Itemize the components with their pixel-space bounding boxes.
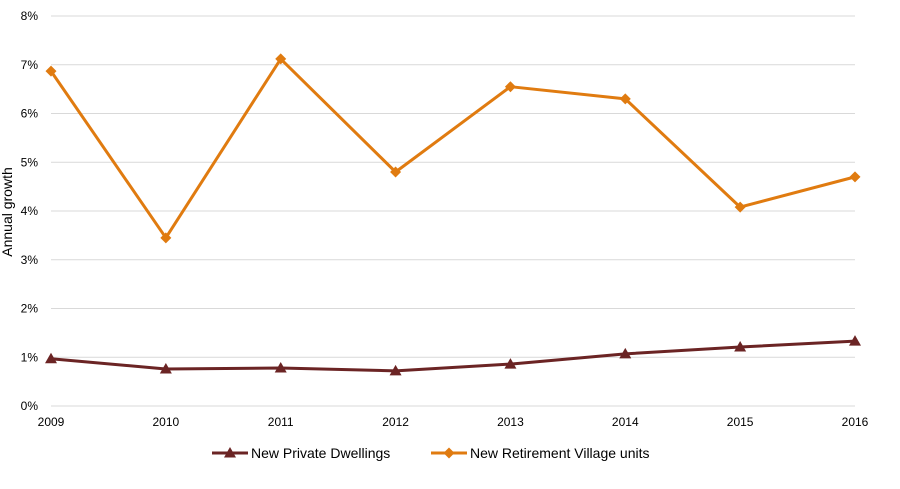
data-point	[159, 362, 172, 374]
legend-item: New Retirement Village units	[431, 445, 650, 461]
data-point	[274, 361, 287, 373]
data-point	[504, 81, 516, 93]
y-tick-label: 7%	[21, 58, 39, 72]
data-point	[389, 364, 402, 376]
legend-marker	[224, 447, 236, 458]
x-tick-label: 2012	[382, 415, 409, 429]
data-point	[275, 53, 287, 65]
data-point	[619, 347, 632, 359]
grid	[51, 15, 855, 407]
x-tick-label: 2009	[38, 415, 65, 429]
y-tick-label: 3%	[21, 253, 39, 267]
x-tick-label: 2011	[268, 415, 294, 429]
data-point	[160, 232, 172, 244]
x-tick-label: 2013	[497, 415, 524, 429]
legend-marker	[443, 447, 455, 459]
data-point	[734, 341, 747, 352]
series-layer	[45, 53, 861, 376]
x-axis-ticks: 2009 2010 2011 2012 2013 2014 2015 2016	[38, 415, 869, 429]
y-tick-label: 5%	[21, 155, 39, 169]
y-axis-title: Annual growth	[0, 167, 15, 257]
y-tick-label: 0%	[21, 399, 39, 413]
x-tick-label: 2010	[153, 415, 180, 429]
legend-label: New Private Dwellings	[251, 445, 390, 461]
y-tick-label: 4%	[21, 204, 39, 218]
y-axis-ticks: 0% 1% 2% 3% 4% 5% 6% 7% 8%	[21, 9, 39, 413]
x-tick-label: 2014	[612, 415, 639, 429]
data-point	[734, 201, 746, 213]
data-point	[390, 166, 402, 178]
legend-label: New Retirement Village units	[470, 445, 650, 461]
data-point	[45, 65, 57, 77]
data-point	[849, 171, 861, 183]
data-point	[619, 93, 631, 105]
series-1	[45, 335, 861, 376]
y-tick-label: 2%	[21, 302, 39, 316]
y-tick-label: 6%	[21, 107, 39, 121]
y-tick-label: 1%	[21, 350, 39, 364]
series-2	[45, 53, 861, 244]
legend: New Private Dwellings New Retirement Vill…	[212, 445, 650, 461]
series-line	[49, 57, 856, 240]
series-line	[50, 339, 856, 373]
x-tick-label: 2015	[727, 415, 754, 429]
x-tick-label: 2016	[842, 415, 869, 429]
data-point	[504, 358, 517, 369]
data-point	[849, 335, 861, 346]
y-tick-label: 8%	[21, 9, 39, 23]
legend-item: New Private Dwellings	[212, 445, 390, 461]
data-point	[45, 352, 57, 364]
